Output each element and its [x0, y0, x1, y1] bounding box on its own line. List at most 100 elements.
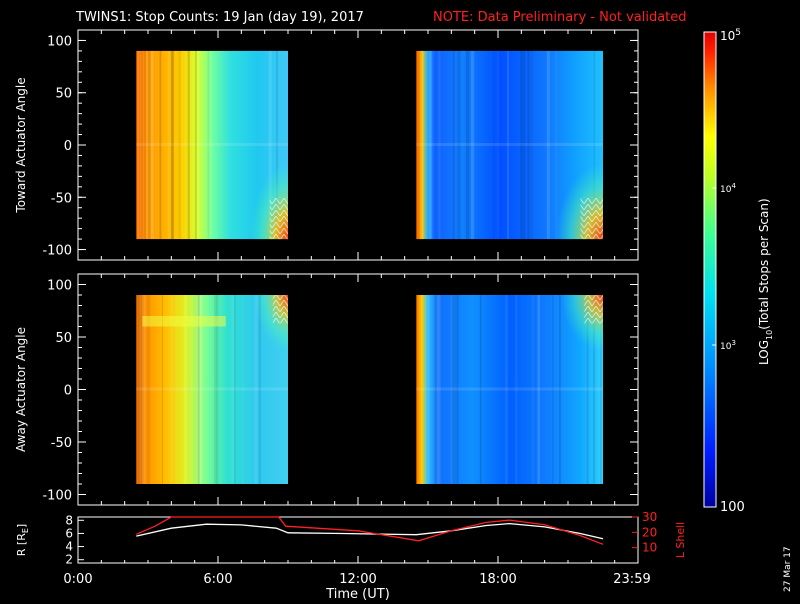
- away-stripe: [141, 295, 145, 484]
- toward-stripe: [465, 50, 470, 240]
- toward-zero-band: [136, 143, 288, 146]
- toward-stripe: [210, 50, 212, 240]
- away-stripe: [184, 295, 187, 484]
- away-ylabel: Away Actuator Angle: [14, 327, 28, 452]
- toward-ytick-label: -100: [42, 244, 72, 259]
- time-axis-label: Time (UT): [325, 587, 390, 600]
- toward-stripe: [194, 50, 197, 240]
- away-stripe: [552, 295, 554, 484]
- toward-stripe: [275, 50, 278, 240]
- toward-ytick-label: -50: [51, 191, 72, 206]
- toward-stripe: [136, 50, 139, 240]
- toward-zero-band: [416, 143, 603, 146]
- toward-stripe: [187, 50, 190, 240]
- toward-stripe: [457, 50, 461, 240]
- away-stripe: [141, 295, 145, 484]
- away-stripe: [199, 295, 203, 484]
- colorbar-label: LOG10(Total Stops per Scan): [757, 198, 774, 365]
- toward-stripe: [168, 50, 171, 240]
- away-stripe: [214, 295, 217, 484]
- toward-stripe: [197, 50, 200, 240]
- away-stripe: [136, 295, 140, 484]
- toward-corner-texture-1: [269, 197, 288, 240]
- colorbar-tick-label-5: 105: [720, 28, 741, 43]
- toward-ytick-label: 0: [64, 139, 72, 154]
- toward-stripe: [159, 50, 162, 240]
- colorbar-scale: [704, 32, 716, 507]
- toward-stripe: [506, 50, 510, 240]
- away-stripe: [142, 295, 146, 484]
- away-ytick-label: 50: [55, 331, 72, 346]
- colorbar-tick-label-3: 103: [720, 339, 736, 352]
- away-stripe: [234, 295, 236, 484]
- away-stripe: [592, 295, 596, 484]
- toward-stripe: [593, 50, 595, 240]
- toward-ytick-label: 100: [47, 34, 72, 49]
- orbit-left-ytick-label: 2: [65, 553, 73, 567]
- orbit-right-ytick-label: 10: [642, 541, 657, 555]
- toward-stripe: [140, 50, 143, 240]
- away-ytick-label: 100: [47, 279, 72, 294]
- orbit-xtick-label: 23:59: [613, 572, 650, 587]
- away-stripe: [505, 295, 508, 484]
- toward-stripe: [452, 50, 455, 240]
- away-stripe: [425, 295, 427, 484]
- orbit-right-ytick-label: 30: [642, 510, 657, 524]
- away-stripe: [175, 295, 177, 484]
- away-stripe: [437, 295, 441, 484]
- away-ytick-label: 0: [64, 384, 72, 399]
- toward-stripe: [145, 50, 148, 240]
- toward-stripe: [530, 50, 533, 240]
- away-zero-band: [136, 387, 288, 391]
- away-angle-panel: 100 50 0 -50 -100 Away Actuator Angle: [14, 273, 639, 506]
- orbit-xtick-label: 6:00: [203, 572, 232, 587]
- orbit-left-ytick-label: 4: [65, 540, 73, 554]
- colorbar-frame: [703, 31, 717, 508]
- toward-stripe: [142, 50, 145, 240]
- orbit-left-ytick-label: 6: [65, 526, 73, 540]
- away-stripe: [456, 295, 459, 484]
- toward-stripe: [147, 50, 152, 240]
- away-stripe: [586, 295, 589, 484]
- toward-stripe: [522, 50, 526, 240]
- toward-stripe: [178, 50, 181, 240]
- away-stripe: [258, 295, 261, 484]
- away-stripe: [559, 295, 561, 484]
- away-stripe: [197, 295, 201, 484]
- toward-stripe: [492, 50, 495, 240]
- toward-stripe: [422, 50, 424, 240]
- toward-angle-panel: 100 50 0 -50 -100 Toward Actuator Angle: [14, 29, 639, 261]
- away-stripe: [216, 295, 219, 484]
- away-stripe: [479, 295, 482, 484]
- orbit-right-ytick-label: 20: [642, 525, 657, 539]
- toward-stripe: [142, 50, 147, 240]
- away-ytick-label: -100: [42, 489, 72, 504]
- away-stripe: [147, 295, 150, 484]
- toward-stripe: [170, 50, 174, 240]
- toward-corner-texture-2: [580, 197, 603, 240]
- away-stripe: [139, 295, 141, 484]
- away-stripe: [254, 295, 258, 484]
- radius-series-line: [136, 522, 604, 540]
- toward-stripe: [520, 50, 523, 240]
- away-stripe: [231, 295, 235, 484]
- away-yellow-band: [142, 316, 226, 327]
- date-stamp: 27 Mar 17: [783, 546, 793, 592]
- toward-stripe: [150, 50, 154, 240]
- orbit-xtick-label: 12:00: [339, 572, 376, 587]
- toward-stripe: [417, 50, 421, 240]
- toward-stripe: [497, 50, 499, 240]
- away-stripe: [427, 295, 430, 484]
- figure-title: TWINS1: Stop Counts: 19 Jan (day 19), 20…: [75, 10, 364, 25]
- away-corner-texture-2: [584, 295, 603, 324]
- l-shell-series-line: [136, 516, 604, 545]
- toward-stripe: [268, 50, 272, 240]
- l-shell-axis-label: L Shell: [674, 522, 687, 558]
- orbit-left-ytick-label: 8: [65, 513, 73, 527]
- toward-stripe: [188, 50, 190, 240]
- away-stripe: [515, 295, 518, 484]
- away-stripe: [537, 295, 540, 484]
